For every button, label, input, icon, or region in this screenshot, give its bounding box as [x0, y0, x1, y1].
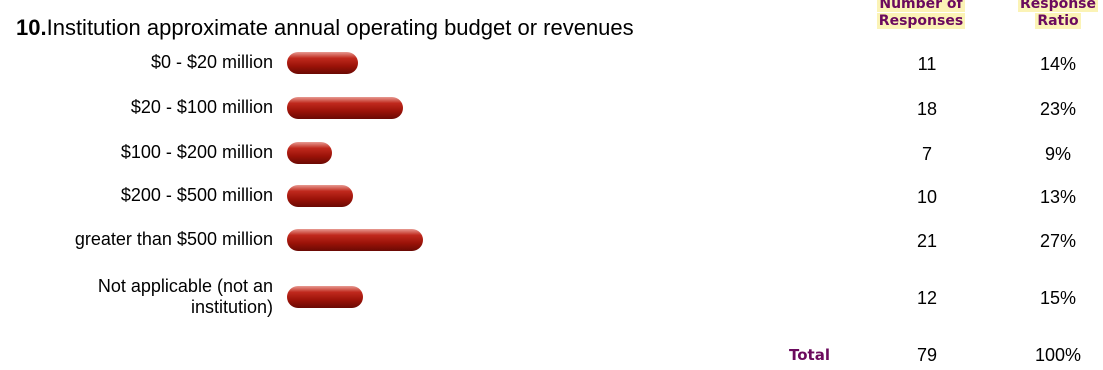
- response-count: 11: [917, 54, 937, 74]
- response-bar: [287, 229, 423, 251]
- response-count: 21: [916, 231, 938, 251]
- header-response-ratio: Response Ratio: [998, 0, 1103, 30]
- category-label: $0 - $20 million: [150, 52, 273, 72]
- response-bar: [287, 185, 353, 207]
- response-count: 18: [916, 99, 938, 119]
- total-count: 79: [916, 345, 938, 365]
- response-count: 7: [921, 144, 932, 164]
- header-ratio-line-1: Response: [1017, 0, 1099, 12]
- response-ratio: 9%: [1044, 144, 1071, 164]
- header-number-of-responses: Number of Responses: [861, 0, 981, 30]
- header-count-line-2: Responses: [876, 13, 966, 29]
- response-ratio: 27%: [1039, 231, 1077, 251]
- response-bar: [287, 286, 363, 308]
- total-label: Total: [789, 346, 830, 364]
- response-ratio: 14%: [1039, 54, 1077, 74]
- response-ratio: 13%: [1039, 187, 1077, 207]
- question-text: Institution approximate annual operating…: [46, 15, 634, 40]
- response-bar: [287, 52, 358, 74]
- response-count: 12: [916, 288, 938, 308]
- response-bar: [287, 142, 332, 164]
- category-label: $100 - $200 million: [120, 142, 273, 162]
- total-ratio: 100%: [1034, 345, 1082, 365]
- header-count-line-1: Number of: [877, 0, 965, 12]
- response-ratio: 23%: [1039, 99, 1077, 119]
- category-label: greater than $500 million: [74, 229, 273, 249]
- question-number: 10.: [16, 15, 47, 40]
- response-count: 10: [916, 187, 938, 207]
- category-label: $20 - $100 million: [130, 97, 273, 117]
- category-label: $200 - $500 million: [120, 185, 273, 205]
- response-bar: [287, 97, 403, 119]
- response-ratio: 15%: [1039, 288, 1077, 308]
- category-label: Not applicable (not an institution): [97, 276, 273, 317]
- header-ratio-line-2: Ratio: [1035, 13, 1081, 29]
- question-title: 10.Institution approximate annual operat…: [16, 8, 634, 48]
